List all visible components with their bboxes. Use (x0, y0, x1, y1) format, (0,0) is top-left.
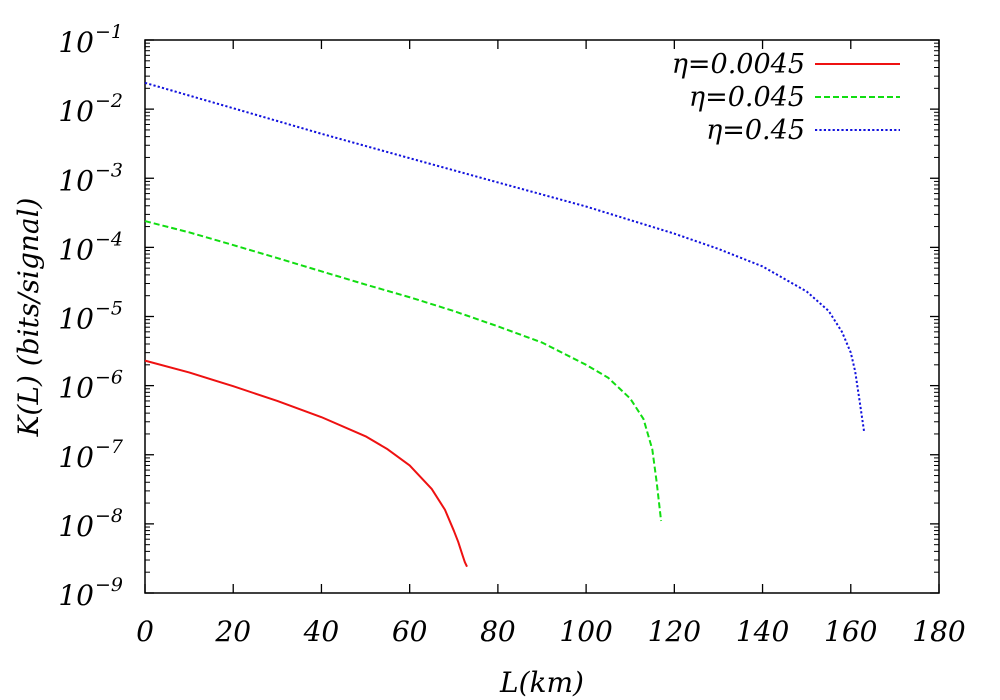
y-tick-exponent: −3 (95, 159, 123, 181)
y-tick-label: 10 (58, 510, 94, 543)
y-tick-exponent: −4 (95, 228, 123, 250)
y-tick-label: 10 (58, 26, 94, 59)
legend-label-2: η=0.045 (689, 82, 805, 113)
y-tick-label: 10 (58, 233, 94, 266)
y-tick-exponent: −8 (95, 505, 123, 527)
x-tick-label: 100 (559, 615, 612, 648)
x-tick-label: 60 (392, 615, 428, 648)
y-tick-label: 10 (58, 372, 94, 405)
y-tick-label: 10 (58, 303, 94, 336)
x-axis-title: L(km) (499, 666, 584, 699)
x-tick-label: 0 (136, 615, 154, 648)
x-tick-label: 120 (648, 615, 701, 648)
y-tick-exponent: −6 (95, 367, 123, 389)
y-tick-label: 10 (58, 164, 94, 197)
x-tick-label: 180 (912, 615, 965, 648)
series-layer (144, 81, 865, 568)
x-tick-label: 20 (214, 615, 251, 648)
legend-label-3: η=0.45 (706, 115, 805, 146)
legend-label-1: η=0.0045 (672, 49, 805, 80)
x-tick-label: 140 (736, 615, 789, 648)
series-line-2 (144, 220, 663, 522)
y-tick-label: 10 (58, 579, 94, 612)
y-tick-exponent: −9 (95, 574, 123, 596)
x-tick-label: 160 (824, 615, 877, 648)
y-tick-exponent: −2 (95, 90, 123, 112)
y-tick-exponent: −7 (95, 436, 124, 458)
y-tick-label: 10 (58, 441, 94, 474)
y-tick-exponent: −1 (95, 21, 123, 43)
series-line-3 (144, 81, 865, 432)
series-line-1 (144, 359, 468, 568)
y-axis-title: K(L) (bits/signal) (12, 198, 45, 438)
y-tick-exponent: −5 (95, 298, 123, 320)
plot-area-frame (144, 39, 940, 594)
y-tick-label: 10 (58, 95, 94, 128)
x-tick-label: 40 (303, 615, 340, 648)
axis-ticks: 0 20 40 60 80 100 120 140 160 18010−910−810−710−6… (58, 21, 965, 648)
x-tick-label: 80 (480, 615, 516, 648)
